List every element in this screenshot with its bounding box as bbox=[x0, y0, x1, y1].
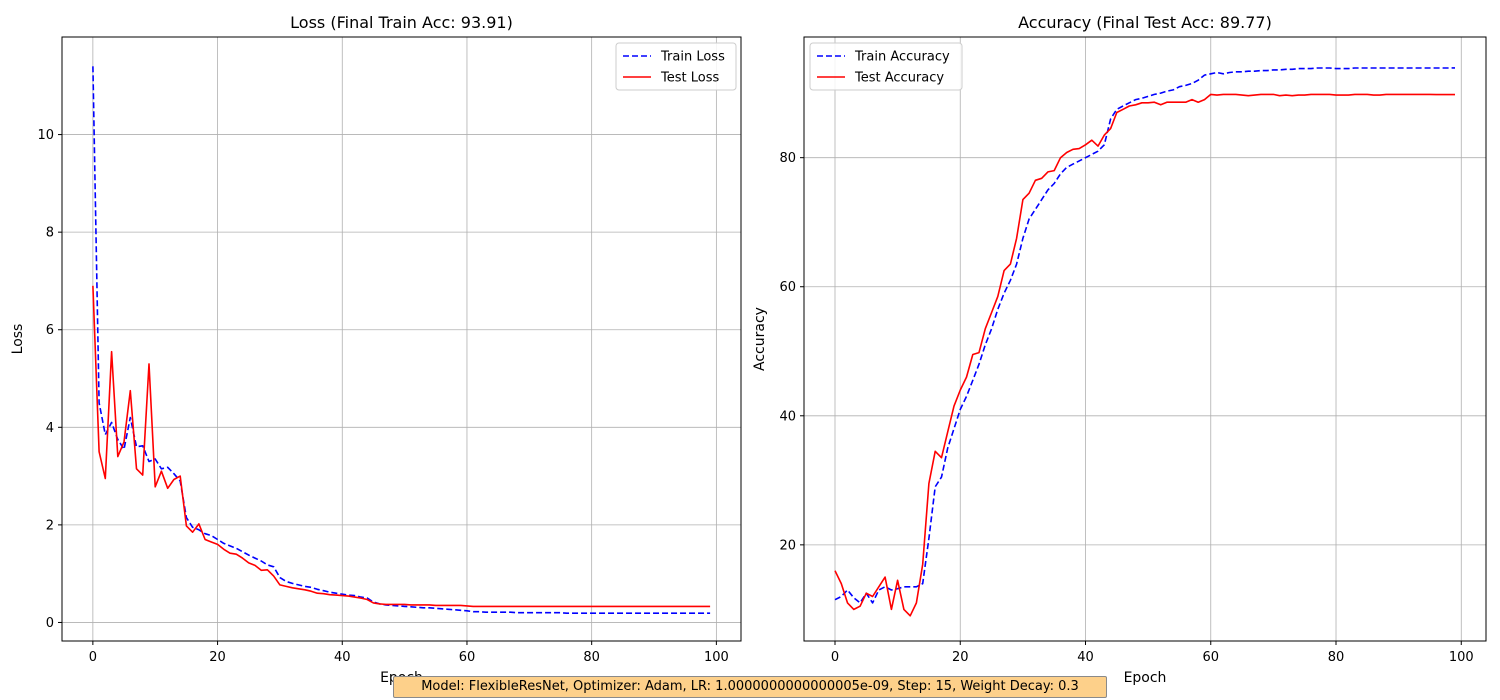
run-config-caption: Model: FlexibleResNet, Optimizer: Adam, … bbox=[393, 676, 1107, 698]
plot-frame bbox=[803, 36, 1487, 642]
legend-box bbox=[809, 42, 963, 91]
y-tick-label: 80 bbox=[779, 151, 796, 166]
x-tick-label: 80 bbox=[583, 650, 600, 665]
series-line-train-accuracy bbox=[834, 67, 1456, 604]
x-tick-label: 100 bbox=[704, 650, 729, 665]
y-tick-label: 10 bbox=[37, 128, 54, 143]
legend: Train Accuracy Test Accuracy bbox=[809, 42, 963, 91]
legend: Train Loss Test Loss bbox=[615, 42, 737, 91]
chart-panel-1: 0 20 40 60 80 100 0 2 4 6 8 10 Loss (Final Train Acc… bbox=[10, 13, 742, 686]
y-tick-label: 8 bbox=[46, 226, 54, 241]
series-line-train-loss bbox=[92, 66, 711, 615]
x-tick-label: 40 bbox=[1077, 650, 1094, 665]
chart-panel-2: 0 20 40 60 80 100 20 40 60 80 Accuracy (Final Test… bbox=[752, 13, 1487, 686]
y-axis-label: Loss bbox=[10, 324, 26, 355]
x-tick-label: 20 bbox=[952, 650, 969, 665]
x-tick-label: 20 bbox=[209, 650, 226, 665]
y-axis-label: Accuracy bbox=[752, 307, 768, 371]
y-tick-label: 20 bbox=[779, 538, 796, 553]
x-axis-label: Epoch bbox=[1124, 670, 1167, 686]
x-tick-label: 0 bbox=[831, 650, 839, 665]
x-tick-label: 80 bbox=[1328, 650, 1345, 665]
y-tick-label: 0 bbox=[46, 616, 54, 631]
chart-title: Accuracy (Final Test Acc: 89.77) bbox=[1018, 13, 1272, 32]
series-line-test-loss bbox=[92, 285, 711, 608]
y-tick-label: 60 bbox=[779, 280, 796, 295]
x-tick-label: 60 bbox=[459, 650, 476, 665]
series-line-test-accuracy bbox=[834, 93, 1455, 617]
y-tick-label: 2 bbox=[46, 518, 54, 533]
y-tick-label: 40 bbox=[779, 409, 796, 424]
y-tick-label: 4 bbox=[46, 421, 54, 436]
x-tick-label: 60 bbox=[1202, 650, 1219, 665]
legend-label: Test Accuracy bbox=[854, 71, 944, 86]
plot-frame bbox=[61, 36, 742, 642]
legend-label: Train Accuracy bbox=[854, 50, 950, 65]
y-tick-label: 6 bbox=[46, 323, 54, 338]
legend-label: Test Loss bbox=[660, 71, 719, 86]
x-tick-label: 100 bbox=[1449, 650, 1474, 665]
legend-box bbox=[615, 42, 737, 91]
x-tick-label: 0 bbox=[89, 650, 97, 665]
legend-label: Train Loss bbox=[660, 50, 725, 65]
chart-title: Loss (Final Train Acc: 93.91) bbox=[290, 13, 513, 32]
x-tick-label: 40 bbox=[334, 650, 351, 665]
